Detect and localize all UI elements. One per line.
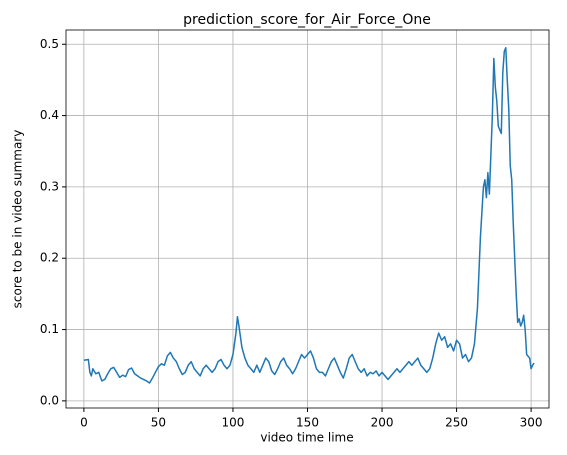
chart-title: prediction_score_for_Air_Force_One [183,12,431,28]
y-tick-label: 0.2 [40,251,59,265]
x-tick-label: 150 [296,416,319,430]
x-axis-label: video time lime [260,431,353,445]
x-tick-label: 0 [80,416,88,430]
x-tick-label: 300 [520,416,543,430]
y-tick-label: 0.1 [40,322,59,336]
data-line [83,47,535,384]
y-tick-label: 0.0 [40,393,59,407]
y-tick-label: 0.5 [40,37,59,51]
x-tick-label: 50 [151,416,166,430]
x-tick-label: 100 [222,416,245,430]
y-tick-label: 0.4 [40,108,59,122]
x-tick-label: 200 [371,416,394,430]
plot-frame [65,29,550,409]
x-tick-label: 250 [445,416,468,430]
y-axis-label: score to be in video summary [11,130,25,309]
y-tick-label: 0.3 [40,179,59,193]
